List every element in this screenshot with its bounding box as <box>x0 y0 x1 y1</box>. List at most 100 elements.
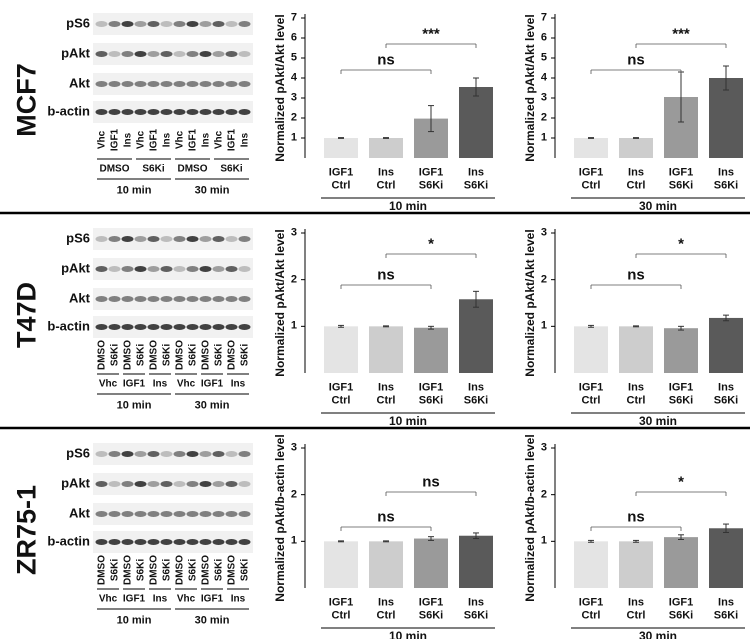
lane-label: IGF1 <box>186 128 198 152</box>
x-tick-label: Ins S6Ki <box>463 381 489 406</box>
bar <box>709 528 743 588</box>
blot-band <box>160 81 173 87</box>
blot-band <box>199 481 212 487</box>
significance-label: ns <box>627 266 645 284</box>
y-tick-label: 2 <box>540 488 547 501</box>
cell-line-label: T47D <box>11 281 42 349</box>
blot-band <box>160 451 173 457</box>
blot-band <box>186 21 199 27</box>
blot-band <box>225 324 238 330</box>
bar <box>619 138 653 158</box>
bar <box>664 328 698 373</box>
bar <box>574 541 608 588</box>
blot-band <box>121 109 134 115</box>
blot-band <box>121 236 134 242</box>
blot-band <box>147 451 160 457</box>
blot-band <box>95 21 108 27</box>
blot-band <box>199 236 212 242</box>
blot-band <box>212 81 225 87</box>
band-label: Akt <box>69 505 90 521</box>
blot-band <box>108 296 121 302</box>
group-label: 30 min <box>638 629 678 639</box>
x-tick-label: Ins S6Ki <box>713 381 739 406</box>
group-label: IGF1 <box>200 593 224 605</box>
bar <box>619 541 653 588</box>
significance-label: * <box>678 473 684 491</box>
bar <box>324 541 358 588</box>
blot-band <box>225 451 238 457</box>
y-tick-label: 2 <box>290 111 297 124</box>
blot-band <box>95 481 108 487</box>
error-bar <box>428 325 434 330</box>
blot-band <box>134 21 147 27</box>
y-tick-label: 1 <box>290 535 297 548</box>
blot-band <box>238 109 251 115</box>
error-bar <box>588 137 594 139</box>
lane-label: DMSO <box>199 340 211 370</box>
blot-band <box>121 51 134 57</box>
lane-label: Vhc <box>134 130 146 150</box>
blot-band <box>147 511 160 517</box>
blot-band <box>95 511 108 517</box>
lane-label: S6Ki <box>134 558 146 582</box>
blot-band <box>160 109 173 115</box>
lane-label: S6Ki <box>108 343 120 367</box>
cell-line-label: MCF7 <box>11 63 42 137</box>
lane-label: DMSO <box>199 555 211 585</box>
bar <box>459 87 493 158</box>
error-bar <box>428 105 434 133</box>
y-tick-label: 1 <box>540 131 547 144</box>
blot-band <box>95 451 108 457</box>
group-label: 30 min <box>638 199 678 214</box>
bar <box>369 541 403 588</box>
blot-band <box>108 511 121 517</box>
blot-band <box>95 109 108 115</box>
blot-band <box>160 481 173 487</box>
error-bar <box>678 325 684 331</box>
blot-band <box>108 109 121 115</box>
error-bar <box>588 324 594 328</box>
blot-band <box>186 51 199 57</box>
blot-band <box>212 451 225 457</box>
blot-band <box>108 236 121 242</box>
bar <box>709 317 743 373</box>
blot-band <box>212 266 225 272</box>
time-label: 10 min <box>116 184 152 197</box>
band-label: pS6 <box>66 445 90 461</box>
blot-band <box>147 481 160 487</box>
group-label: DMSO <box>177 163 208 175</box>
blot-band <box>95 296 108 302</box>
y-tick-label: 7 <box>540 11 547 24</box>
blot-band <box>212 21 225 27</box>
y-tick-label: 2 <box>290 273 297 286</box>
lane-label: DMSO <box>147 340 159 370</box>
blot-band <box>199 266 212 272</box>
lane-label: S6Ki <box>134 343 146 367</box>
blot-band <box>134 109 147 115</box>
blot-band <box>147 296 160 302</box>
blot-band <box>225 511 238 517</box>
group-label: Vhc <box>176 593 196 605</box>
bar <box>414 327 448 373</box>
blot-band <box>225 539 238 545</box>
x-tick-label: IGF1 S6Ki <box>418 596 444 621</box>
y-tick-label: 2 <box>540 273 547 286</box>
blot-band <box>134 266 147 272</box>
blot-band <box>199 51 212 57</box>
y-axis-label: Normalized pAkt/b-actin level <box>523 434 538 602</box>
error-bar <box>588 539 594 543</box>
significance-label: ns <box>627 508 645 526</box>
x-tick-label: Ins Ctrl <box>626 381 646 406</box>
lane-label: Ins <box>238 132 250 148</box>
blot-band <box>173 539 186 545</box>
y-tick-label: 1 <box>290 320 297 333</box>
x-tick-label: Ins Ctrl <box>376 596 396 621</box>
group-label: Vhc <box>98 378 118 390</box>
x-tick-label: IGF1 S6Ki <box>418 381 444 406</box>
blot-band <box>238 511 251 517</box>
lane-label: IGF1 <box>225 128 237 152</box>
x-tick-label: Ins S6Ki <box>713 596 739 621</box>
x-tick-label: IGF1 S6Ki <box>668 166 694 191</box>
group-label: Vhc <box>98 593 118 605</box>
